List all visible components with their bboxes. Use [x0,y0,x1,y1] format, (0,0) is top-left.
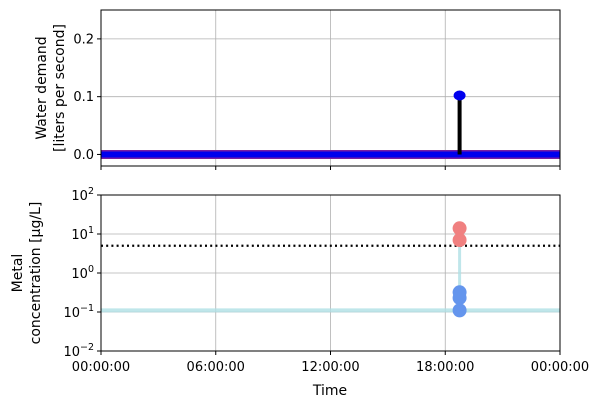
top-data [101,90,560,159]
demand-stem-marker [453,90,466,101]
top-grid [100,10,561,166]
top-y-tick-label: 0.0 [73,148,94,163]
bottom-data [101,221,560,318]
bottom-y-tick-label: 100 [71,264,94,282]
top-ticks: 0.0 0.1 0.2 [73,32,561,170]
x-tick-label: 00:00:00 [72,360,130,375]
water-demand-panel: 0.0 0.1 0.2 Water demand [liters per secon… [34,9,561,170]
concentration-point [452,285,467,300]
top-ylabel-line2: [liters per second] [52,24,68,152]
concentration-point [452,303,467,318]
x-tick-label: 18:00:00 [416,360,474,375]
bottom-ylabel-line1: Metal [10,254,26,293]
x-tick-label: 12:00:00 [301,360,359,375]
top-y-tick-label: 0.1 [73,90,94,105]
bottom-ylabel-line2: concentration [μg/L] [28,202,44,345]
top-ylabel-line1: Water demand [34,36,50,139]
bottom-ticks: 00:00:00 06:00:00 12:00:00 18:00:00 00:00:00… [63,186,589,375]
bottom-y-tick-label: 101 [71,225,94,243]
metal-concentration-panel: 00:00:00 06:00:00 12:00:00 18:00:00 00:00:00… [10,186,589,399]
concentration-point [452,221,467,236]
bottom-y-tick-label: 102 [71,186,94,204]
top-y-tick-label: 0.2 [73,32,94,47]
concentration-point [452,233,467,248]
bottom-y-tick-label: 10−1 [63,303,94,321]
bottom-y-tick-label: 10−2 [63,342,94,360]
bottom-grid [100,194,561,352]
x-tick-label: 06:00:00 [187,360,245,375]
x-axis-label: Time [312,383,347,399]
x-tick-label: 00:00:00 [531,360,589,375]
